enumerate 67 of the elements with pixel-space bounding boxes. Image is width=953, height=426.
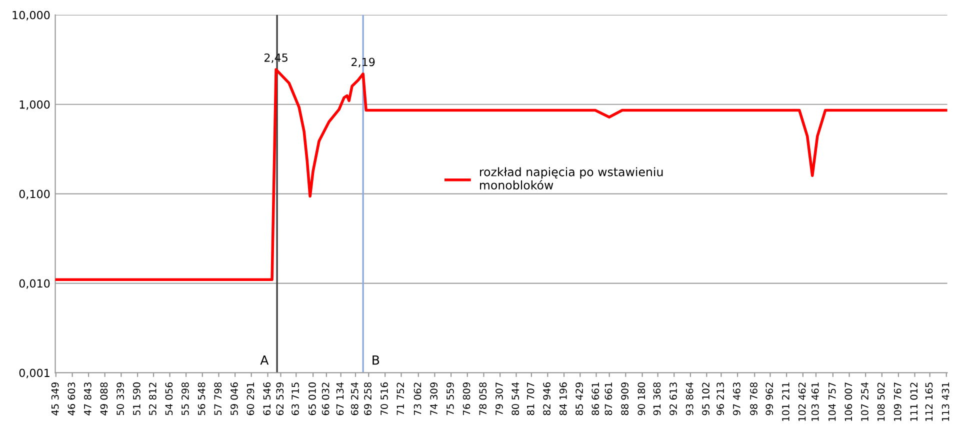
x-tick-label: 76 809 [462, 382, 470, 415]
x-tick-label: 106 007 [844, 382, 852, 421]
x-tick-label: 73 062 [414, 382, 422, 415]
x-tick-label: 52 812 [148, 382, 156, 416]
x-tick-label: 63 715 [292, 382, 299, 416]
x-tick-label: 57 798 [214, 382, 222, 416]
ref-line-label: A [260, 355, 269, 365]
x-tick-label: 92 613 [670, 382, 677, 416]
x-tick-label: 65 010 [308, 382, 316, 416]
x-tick-label: 55 298 [182, 382, 189, 416]
x-tick-label: 60 291 [246, 382, 254, 416]
x-tick-label: 80 544 [512, 382, 520, 416]
x-tick-label: 79 307 [496, 382, 503, 415]
x-tick-label: 67 134 [336, 382, 344, 416]
x-tick-label: 112 165 [925, 382, 933, 421]
x-tick-label: 98 768 [750, 382, 758, 416]
x-tick-label: 103 461 [811, 382, 819, 421]
x-tick-label: 111 012 [910, 382, 918, 421]
y-tick-label: 10,000 [12, 10, 50, 20]
x-tick-label: 49 088 [100, 382, 108, 416]
x-tick-label: 68 254 [350, 382, 358, 416]
x-tick-label: 86 661 [592, 382, 600, 416]
x-tick-label: 101 211 [782, 382, 790, 421]
x-tick-label: 93 864 [686, 382, 694, 416]
x-tick-label: 82 946 [543, 382, 550, 416]
x-tick-label: 70 516 [380, 382, 388, 415]
y-tick-label: 0,001 [19, 368, 50, 378]
x-tick-label: 74 309 [430, 382, 438, 415]
x-tick-label: 96 213 [716, 382, 724, 416]
x-tick-label: 59 046 [230, 382, 238, 416]
x-tick-label: 91 368 [653, 382, 661, 416]
x-tick-label: 69 258 [364, 382, 372, 416]
x-tick-label: 51 590 [133, 382, 140, 416]
legend-label: rozkład napięcia po wstawieniu monobloków [480, 167, 663, 190]
x-tick-label: 78 058 [479, 382, 487, 415]
x-tick-label: 81 707 [526, 382, 534, 416]
x-tick-label: 54 056 [165, 382, 173, 416]
x-tick-label: 56 548 [198, 382, 206, 416]
annotation: 2,19 [352, 58, 375, 68]
x-tick-label: 97 463 [732, 382, 740, 416]
x-tick-label: 88 909 [621, 382, 628, 416]
x-tick-label: 85 429 [576, 382, 583, 416]
x-tick-label: 90 180 [638, 382, 646, 416]
x-tick-label: 61 546 [263, 382, 271, 416]
x-tick-label: 46 603 [68, 382, 76, 416]
x-tick-label: 99 962 [766, 382, 774, 416]
x-tick-label: 113 431 [942, 382, 950, 421]
ref-line-label: B [372, 355, 380, 365]
x-tick-label: 71 752 [396, 382, 404, 415]
x-tick-label: 104 757 [828, 382, 836, 421]
y-tick-label: 0,010 [19, 279, 50, 289]
x-tick-label: 75 559 [446, 382, 454, 415]
x-tick-label: 95 102 [702, 382, 710, 416]
line-series [55, 68, 948, 281]
y-tick-label: 0,100 [19, 190, 50, 200]
x-tick-label: 84 196 [559, 382, 567, 416]
x-tick-label: 50 339 [116, 382, 124, 416]
x-tick-label: 47 843 [84, 382, 92, 416]
x-tick-label: 108 502 [877, 382, 885, 421]
x-tick-label: 62 539 [276, 382, 284, 416]
x-tick-label: 66 032 [322, 382, 330, 416]
x-tick-label: 102 462 [798, 382, 806, 421]
x-tick-label: 107 254 [861, 382, 868, 421]
x-tick-label: 45 349 [51, 382, 59, 416]
x-tick-label: 109 767 [894, 382, 902, 421]
x-tick-label: 87 661 [604, 382, 612, 416]
y-tick-label: 1,000 [20, 100, 50, 110]
